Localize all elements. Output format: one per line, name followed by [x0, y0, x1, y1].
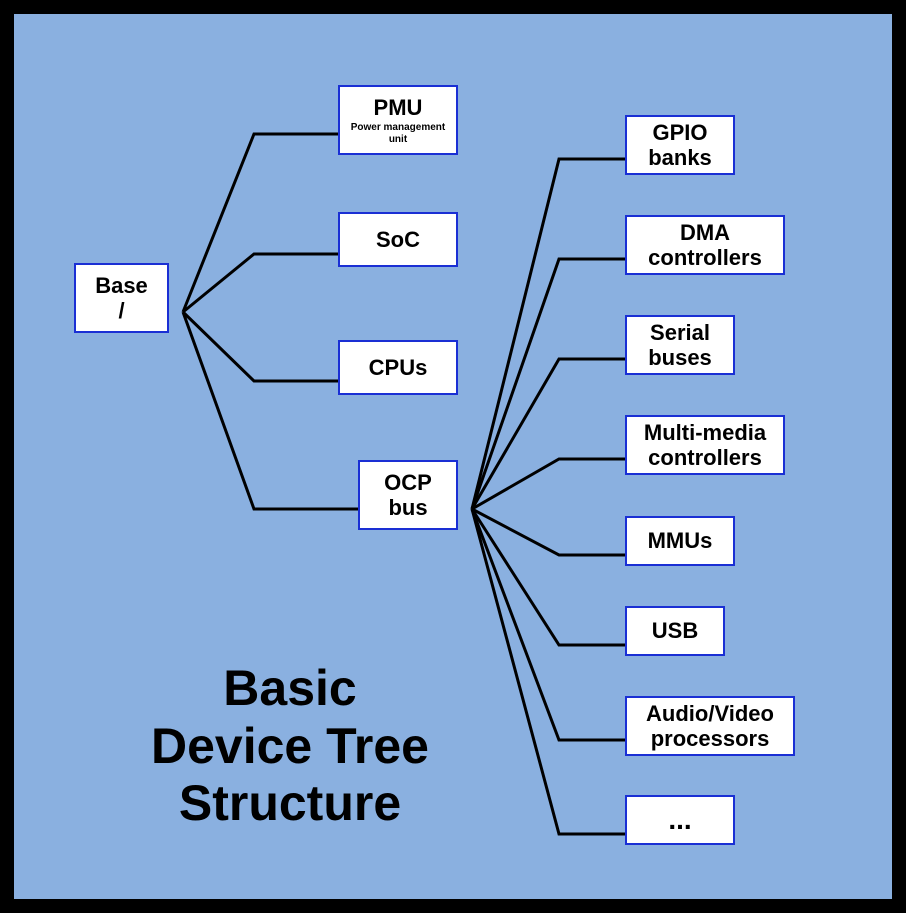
node-multimedia: Multi-mediacontrollers — [625, 415, 785, 475]
diagram-title: BasicDevice TreeStructure — [90, 660, 490, 833]
node-pmu-sublabel: Power managementunit — [351, 122, 445, 145]
node-gpio: GPIObanks — [625, 115, 735, 175]
edge-base-pmu — [183, 134, 352, 312]
node-base: Base/ — [74, 263, 169, 333]
node-mmus: MMUs — [625, 516, 735, 566]
node-ellipsis-label: ... — [668, 804, 691, 836]
node-usb: USB — [625, 606, 725, 656]
node-soc: SoC — [338, 212, 458, 267]
node-dma: DMAcontrollers — [625, 215, 785, 275]
node-mmus-label: MMUs — [648, 528, 713, 553]
diagram-canvas: Base/PMUPower managementunit SoC CPUs OCPbu… — [14, 14, 892, 899]
node-soc-label: SoC — [376, 227, 420, 252]
edge-ocp-ellipsis — [472, 509, 639, 834]
node-pmu-label: PMU — [374, 95, 423, 120]
node-ellipsis: ... — [625, 795, 735, 845]
edge-ocp-dma — [472, 259, 639, 509]
node-usb-label: USB — [652, 618, 698, 643]
node-gpio-label: GPIObanks — [648, 120, 712, 171]
node-ocp-label: OCPbus — [384, 470, 432, 521]
node-cpus-label: CPUs — [369, 355, 428, 380]
edge-ocp-gpio — [472, 159, 639, 509]
node-multimedia-label: Multi-mediacontrollers — [644, 420, 766, 471]
node-serial: Serialbuses — [625, 315, 735, 375]
edge-base-soc — [183, 254, 352, 312]
node-base-label: Base/ — [95, 273, 148, 324]
node-cpus: CPUs — [338, 340, 458, 395]
node-pmu: PMUPower managementunit — [338, 85, 458, 155]
node-audiovideo-label: Audio/Videoprocessors — [646, 701, 774, 752]
diagram-frame: Base/PMUPower managementunit SoC CPUs OCPbu… — [0, 0, 906, 913]
node-audiovideo: Audio/Videoprocessors — [625, 696, 795, 756]
node-dma-label: DMAcontrollers — [648, 220, 762, 271]
edge-ocp-audiovideo — [472, 509, 639, 740]
edge-base-cpus — [183, 312, 352, 381]
node-serial-label: Serialbuses — [648, 320, 712, 371]
node-ocp: OCPbus — [358, 460, 458, 530]
